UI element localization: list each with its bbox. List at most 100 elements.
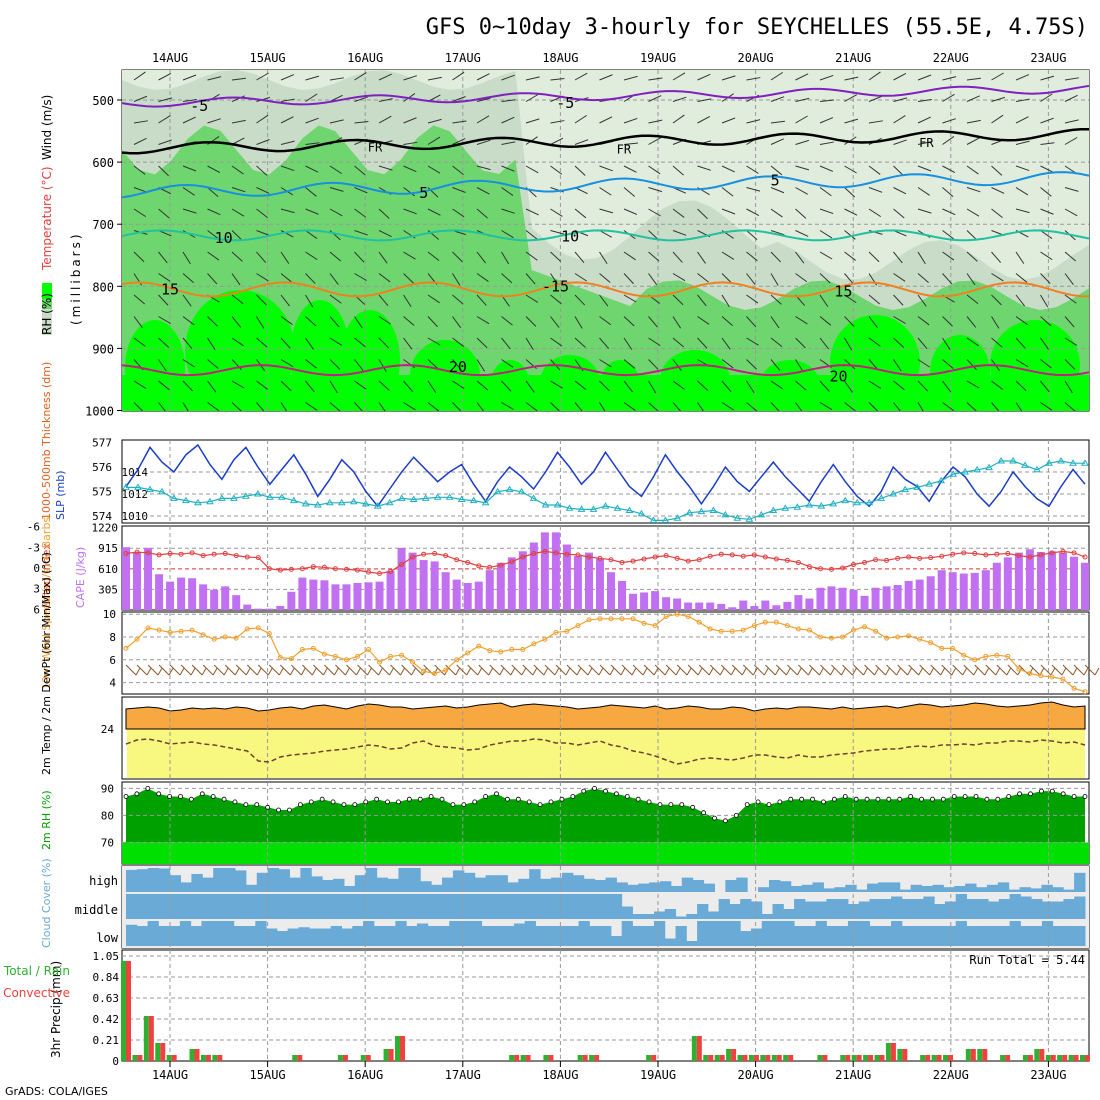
- wind-barb: [623, 165, 637, 173]
- precip-conv-bar: [194, 1049, 200, 1061]
- wind-barb-10m: [665, 664, 677, 676]
- rh2m-marker: [505, 796, 510, 802]
- cloud-bar: [1041, 901, 1054, 919]
- wind-barb-tail: [245, 667, 251, 676]
- wind-barb-10m: [632, 664, 644, 676]
- precip-conv-bar: [936, 1055, 942, 1061]
- wind-barb-tail: [466, 667, 472, 676]
- wind-barb: [158, 380, 170, 391]
- cloud-bar: [147, 894, 159, 919]
- wind-barb: [133, 137, 147, 145]
- wind-barb-tail: [653, 667, 659, 676]
- wind-barb-tail: [521, 667, 527, 676]
- wind-barb: [1090, 381, 1100, 389]
- wind-barb-10m: [654, 664, 666, 676]
- day-label-top: 22AUG: [933, 51, 969, 65]
- wind-barb: [770, 208, 783, 218]
- cloud-bar: [341, 894, 353, 919]
- precip-conv-bar: [1005, 1055, 1011, 1061]
- wind-barb: [525, 337, 534, 351]
- wind-barb: [697, 208, 708, 220]
- rh2m-marker: [374, 796, 380, 802]
- cloud-bar: [812, 882, 824, 892]
- rh2m-marker: [439, 796, 445, 802]
- wind-barb: [574, 273, 588, 282]
- cloud-bar: [311, 876, 323, 892]
- precip-total-bar: [200, 1055, 206, 1061]
- cloud-bar: [492, 894, 504, 919]
- wind-barb: [1040, 402, 1053, 411]
- wind-barb: [329, 294, 342, 304]
- ylabel-precip: 3hr Precip (mm): [49, 961, 63, 1058]
- wind-barb: [403, 359, 416, 369]
- cloud-bar: [600, 894, 612, 919]
- cloud-bar: [729, 921, 741, 946]
- cape-bar: [386, 570, 395, 610]
- wind-barb-10m: [412, 664, 423, 676]
- wind-barb: [942, 136, 955, 145]
- cloud-bar: [869, 899, 881, 919]
- cloud-bar: [834, 887, 846, 892]
- wind-barb: [746, 402, 758, 411]
- wind-barb: [182, 294, 192, 307]
- precip-conv-bar: [582, 1055, 588, 1061]
- cloud-bar: [427, 926, 439, 946]
- cloud-bar: [278, 869, 290, 892]
- wind-barb: [501, 380, 512, 392]
- rh2m-tick: 70: [101, 836, 114, 849]
- cloud-bar: [912, 926, 924, 946]
- panel-thickness-slp: 574 575 576 577 1010 1012 1014 1000-500mb Thic…: [40, 362, 1090, 524]
- contour-label: 10: [215, 229, 233, 247]
- wind-barb: [256, 402, 265, 411]
- ylabel-wind10m: 10m Wind Speed (m/s) & Barbs: [40, 517, 53, 690]
- cape-bar: [122, 547, 130, 610]
- cape-bar: [221, 586, 230, 610]
- wind-barb: [231, 208, 245, 217]
- wind-barb: [550, 337, 563, 347]
- cape-bar: [177, 577, 186, 610]
- cloud-bar: [557, 926, 569, 946]
- wind-barb: [1090, 97, 1100, 102]
- wind-barb: [550, 78, 565, 81]
- slp-marker: [397, 494, 406, 501]
- day-label-bottom: 23AUG: [1030, 1068, 1066, 1082]
- wind-barb-tail: [807, 667, 813, 676]
- wind-barb: [133, 95, 148, 102]
- rh2m-marker: [232, 799, 238, 805]
- wind-barb: [550, 120, 565, 124]
- wind-barb-tail: [1061, 667, 1067, 676]
- wind-barb: [427, 402, 440, 411]
- wind-barb: [1040, 337, 1049, 350]
- wind-barb: [917, 116, 931, 124]
- cloud-bar: [1063, 889, 1075, 892]
- rh2m-marker: [145, 786, 151, 791]
- wind-barb: [599, 208, 614, 214]
- wind-barb: [476, 337, 488, 349]
- cape-bar: [419, 560, 428, 610]
- wind-barb: [525, 76, 540, 81]
- cloud-bar: [686, 941, 698, 946]
- wind-barb: [1015, 402, 1023, 411]
- rh2m-marker: [515, 796, 521, 802]
- wind-barb: [917, 99, 932, 102]
- wind-barb: [942, 187, 954, 198]
- wind-barb-tail: [157, 667, 163, 676]
- cloud-bar: [365, 868, 378, 892]
- wind-barb-tail: [378, 667, 383, 676]
- cloud-bar: [431, 884, 443, 892]
- cloud-bar: [801, 884, 814, 892]
- cloud-bar: [1052, 887, 1064, 892]
- precip-tick: 0.84: [93, 971, 120, 984]
- panel1-ylabel: RH (%) Temperature (°C) Wind (m/s) (mill…: [40, 95, 83, 335]
- precip-conv-bar: [856, 1055, 862, 1061]
- cape-bar: [739, 600, 748, 610]
- day-label-bottom: 17AUG: [445, 1068, 481, 1082]
- precip-conv-bar: [753, 1055, 759, 1061]
- cape-bar: [706, 602, 715, 610]
- wind-barb: [819, 187, 832, 197]
- wind-barb: [476, 294, 487, 306]
- wind-barb: [599, 187, 612, 196]
- cape-bar: [518, 551, 527, 610]
- slp-marker: [805, 501, 814, 508]
- wind-barb-tail: [962, 667, 968, 676]
